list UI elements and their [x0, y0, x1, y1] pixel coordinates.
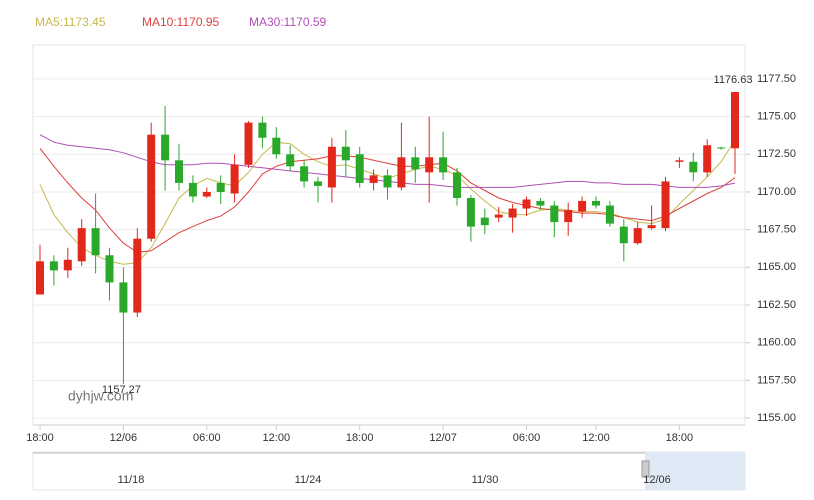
candle-body — [466, 197, 475, 227]
navigator-selection[interactable] — [645, 452, 745, 490]
y-tick-label: 1165.00 — [757, 261, 796, 273]
candle-body — [91, 228, 100, 256]
candle-body — [605, 205, 614, 224]
legend-entry: MA30:1170.59 — [249, 15, 326, 29]
candle-body — [369, 175, 378, 183]
y-tick-label: 1172.50 — [757, 148, 796, 160]
candle-body — [202, 191, 211, 197]
candle-body — [230, 164, 239, 194]
candle-body — [77, 228, 86, 262]
navigator[interactable] — [32, 451, 746, 491]
legend-entry: MA5:1173.45 — [35, 15, 106, 29]
candle-body — [508, 208, 517, 218]
y-tick-label: 1175.00 — [757, 111, 796, 123]
candle-body — [480, 217, 489, 226]
candle-body — [647, 225, 656, 229]
candle-body — [244, 122, 253, 165]
y-tick-label: 1162.50 — [757, 299, 796, 311]
watermark: dyhjw.com — [68, 388, 133, 404]
candle-body — [425, 157, 434, 173]
candle-body — [286, 154, 295, 167]
candle-body — [411, 157, 420, 170]
max-label: 1176.63 — [714, 74, 753, 86]
candle-body — [147, 134, 156, 239]
candle-body — [439, 157, 448, 173]
candle-body — [536, 201, 545, 206]
candle-body — [453, 172, 461, 198]
candle-body — [703, 145, 712, 173]
x-tick-label: 18:00 — [26, 432, 54, 444]
ma-line — [39, 147, 736, 253]
candle-body — [383, 175, 392, 188]
candle-body — [494, 214, 503, 218]
y-tick-label: 1160.00 — [757, 337, 796, 349]
candle-body — [300, 166, 309, 182]
candle-body — [717, 147, 726, 149]
y-tick-label: 1155.00 — [757, 412, 796, 424]
y-tick-label: 1167.50 — [757, 224, 796, 236]
candle-body — [314, 181, 322, 186]
x-tick-label: 12:00 — [263, 432, 291, 444]
x-tick-label: 18:00 — [666, 432, 694, 444]
candle-body — [133, 238, 142, 313]
navigator-label: 11/18 — [118, 474, 145, 486]
y-tick-label: 1170.00 — [757, 186, 796, 198]
candle-body — [355, 154, 364, 183]
navigator-handle[interactable] — [641, 460, 650, 478]
candle-body — [36, 261, 44, 295]
candle-body — [564, 210, 573, 223]
candle-body — [661, 181, 670, 229]
x-tick-label: 18:00 — [346, 432, 374, 444]
x-tick-label: 06:00 — [513, 432, 541, 444]
candle-body — [216, 182, 225, 192]
x-tick-label: 12:00 — [582, 432, 610, 444]
navigator-label: 12/06 — [643, 474, 671, 486]
navigator-label: 11/24 — [295, 474, 322, 486]
y-tick-label: 1177.50 — [757, 73, 796, 85]
candle-body — [550, 205, 559, 223]
navigator-label: 11/30 — [472, 474, 499, 486]
candle-body — [119, 282, 128, 313]
candle-body — [161, 134, 170, 161]
candle-body — [522, 199, 531, 209]
candle-body — [689, 161, 698, 173]
candle-body — [675, 160, 684, 162]
candle-body — [188, 182, 197, 197]
x-tick-label: 06:00 — [193, 432, 221, 444]
candle-body — [592, 201, 600, 206]
candle-body — [397, 157, 406, 188]
legend-entry: MA10:1170.95 — [142, 15, 219, 29]
candle-body — [272, 137, 281, 155]
candle-body — [105, 255, 114, 283]
min-label: 1157.27 — [102, 384, 141, 396]
candle-body — [63, 259, 72, 271]
candle-body — [619, 226, 628, 244]
candle-body — [327, 146, 336, 188]
candle-body — [578, 201, 587, 212]
x-tick-label: 12/06 — [110, 432, 138, 444]
y-tick-label: 1157.50 — [757, 374, 796, 386]
candle-body — [633, 228, 642, 244]
candle-body — [341, 146, 350, 161]
candle-body — [731, 92, 739, 149]
x-tick-label: 12/07 — [429, 432, 457, 444]
candle-body — [49, 261, 58, 271]
candle-body — [258, 122, 267, 138]
candle-body — [175, 160, 183, 183]
